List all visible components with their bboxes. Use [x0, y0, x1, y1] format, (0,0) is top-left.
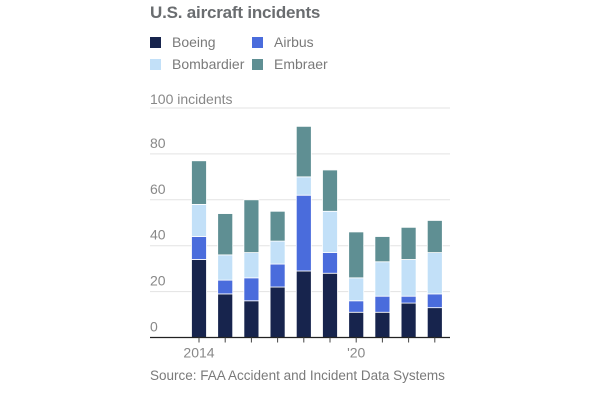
- bar-bombardier-2015: [217, 254, 234, 281]
- bar-group-2019: [322, 169, 338, 338]
- bar-airbus-2018: [295, 194, 312, 272]
- bar-bombardier-2021: [374, 261, 391, 297]
- bar-group-2020: [348, 231, 365, 338]
- bar-boeing-2018: [295, 270, 312, 338]
- bar-bombardier-2019: [322, 210, 338, 253]
- bar-bombardier-2020: [348, 277, 365, 302]
- y-tick-label-60: 60: [150, 181, 166, 197]
- bar-airbus-2023: [426, 293, 443, 309]
- x-axis: 2014 '20: [150, 336, 450, 361]
- bar-bombardier-2023: [426, 252, 443, 295]
- bar-airbus-2019: [322, 252, 338, 274]
- legend-label-bombardier: Bombardier: [172, 56, 245, 72]
- x-tick-label-2020: '20: [347, 345, 365, 361]
- bar-embraer-2020: [348, 231, 365, 279]
- source-note: Source: FAA Accident and Incident Data S…: [150, 368, 445, 383]
- bar-group-2022: [400, 226, 417, 338]
- bar-bombardier-2017: [269, 240, 286, 265]
- bar-embraer-2014: [191, 160, 207, 205]
- bar-boeing-2021: [374, 311, 391, 338]
- y-tick-label-100: 100 incidents: [150, 91, 233, 107]
- bar-group-2021: [374, 236, 391, 338]
- bar-boeing-2019: [322, 272, 338, 338]
- legend-swatch-embraer: [252, 58, 263, 70]
- legend-item-boeing: Boeing: [150, 34, 216, 50]
- bar-embraer-2023: [426, 220, 443, 253]
- bar-airbus-2020: [348, 300, 365, 313]
- bar-airbus-2015: [217, 279, 234, 295]
- bar-embraer-2016: [243, 199, 260, 253]
- x-tick-label-2014: 2014: [183, 345, 214, 361]
- bar-boeing-2022: [400, 302, 417, 338]
- bar-boeing-2023: [426, 307, 443, 338]
- y-axis-labels: 0 20 40 60 80 100 incidents: [150, 91, 233, 335]
- bar-airbus-2021: [374, 295, 391, 313]
- bar-group-2014: [191, 160, 207, 338]
- bar-group-2023: [426, 220, 443, 338]
- bar-boeing-2020: [348, 311, 365, 338]
- bar-group-2016: [243, 199, 260, 338]
- legend-item-embraer: Embraer: [252, 56, 328, 72]
- bar-airbus-2014: [191, 236, 207, 260]
- bar-boeing-2016: [243, 300, 260, 338]
- bar-embraer-2019: [322, 169, 338, 212]
- legend-label-boeing: Boeing: [172, 34, 216, 50]
- bar-group-2017: [269, 210, 286, 338]
- bar-embraer-2022: [400, 226, 417, 260]
- legend-swatch-bombardier: [150, 58, 161, 70]
- bar-group-2018: [295, 125, 312, 338]
- legend-swatch-airbus: [252, 36, 263, 48]
- bar-boeing-2014: [191, 259, 207, 338]
- bar-bombardier-2022: [400, 259, 417, 297]
- bar-group-2015: [217, 213, 234, 338]
- bars: [191, 125, 443, 338]
- bar-bombardier-2014: [191, 203, 207, 237]
- bar-airbus-2022: [400, 295, 417, 304]
- y-tick-label-20: 20: [150, 273, 166, 289]
- legend-item-airbus: Airbus: [252, 34, 314, 50]
- y-tick-label-40: 40: [150, 227, 166, 243]
- legend-label-embraer: Embraer: [274, 56, 328, 72]
- bar-embraer-2015: [217, 213, 234, 256]
- bar-bombardier-2016: [243, 252, 260, 279]
- bar-embraer-2017: [269, 210, 286, 242]
- bar-embraer-2018: [295, 125, 312, 178]
- chart-title: U.S. aircraft incidents: [150, 3, 321, 22]
- bar-airbus-2017: [269, 263, 286, 288]
- bar-airbus-2016: [243, 277, 260, 302]
- bar-embraer-2021: [374, 236, 391, 263]
- y-tick-label-0: 0: [150, 319, 158, 335]
- bar-boeing-2017: [269, 286, 286, 338]
- legend-swatch-boeing: [150, 36, 161, 48]
- legend-item-bombardier: Bombardier: [150, 56, 244, 72]
- legend-label-airbus: Airbus: [274, 34, 314, 50]
- bar-bombardier-2018: [295, 176, 312, 196]
- y-tick-label-80: 80: [150, 135, 166, 151]
- bar-boeing-2015: [217, 293, 234, 338]
